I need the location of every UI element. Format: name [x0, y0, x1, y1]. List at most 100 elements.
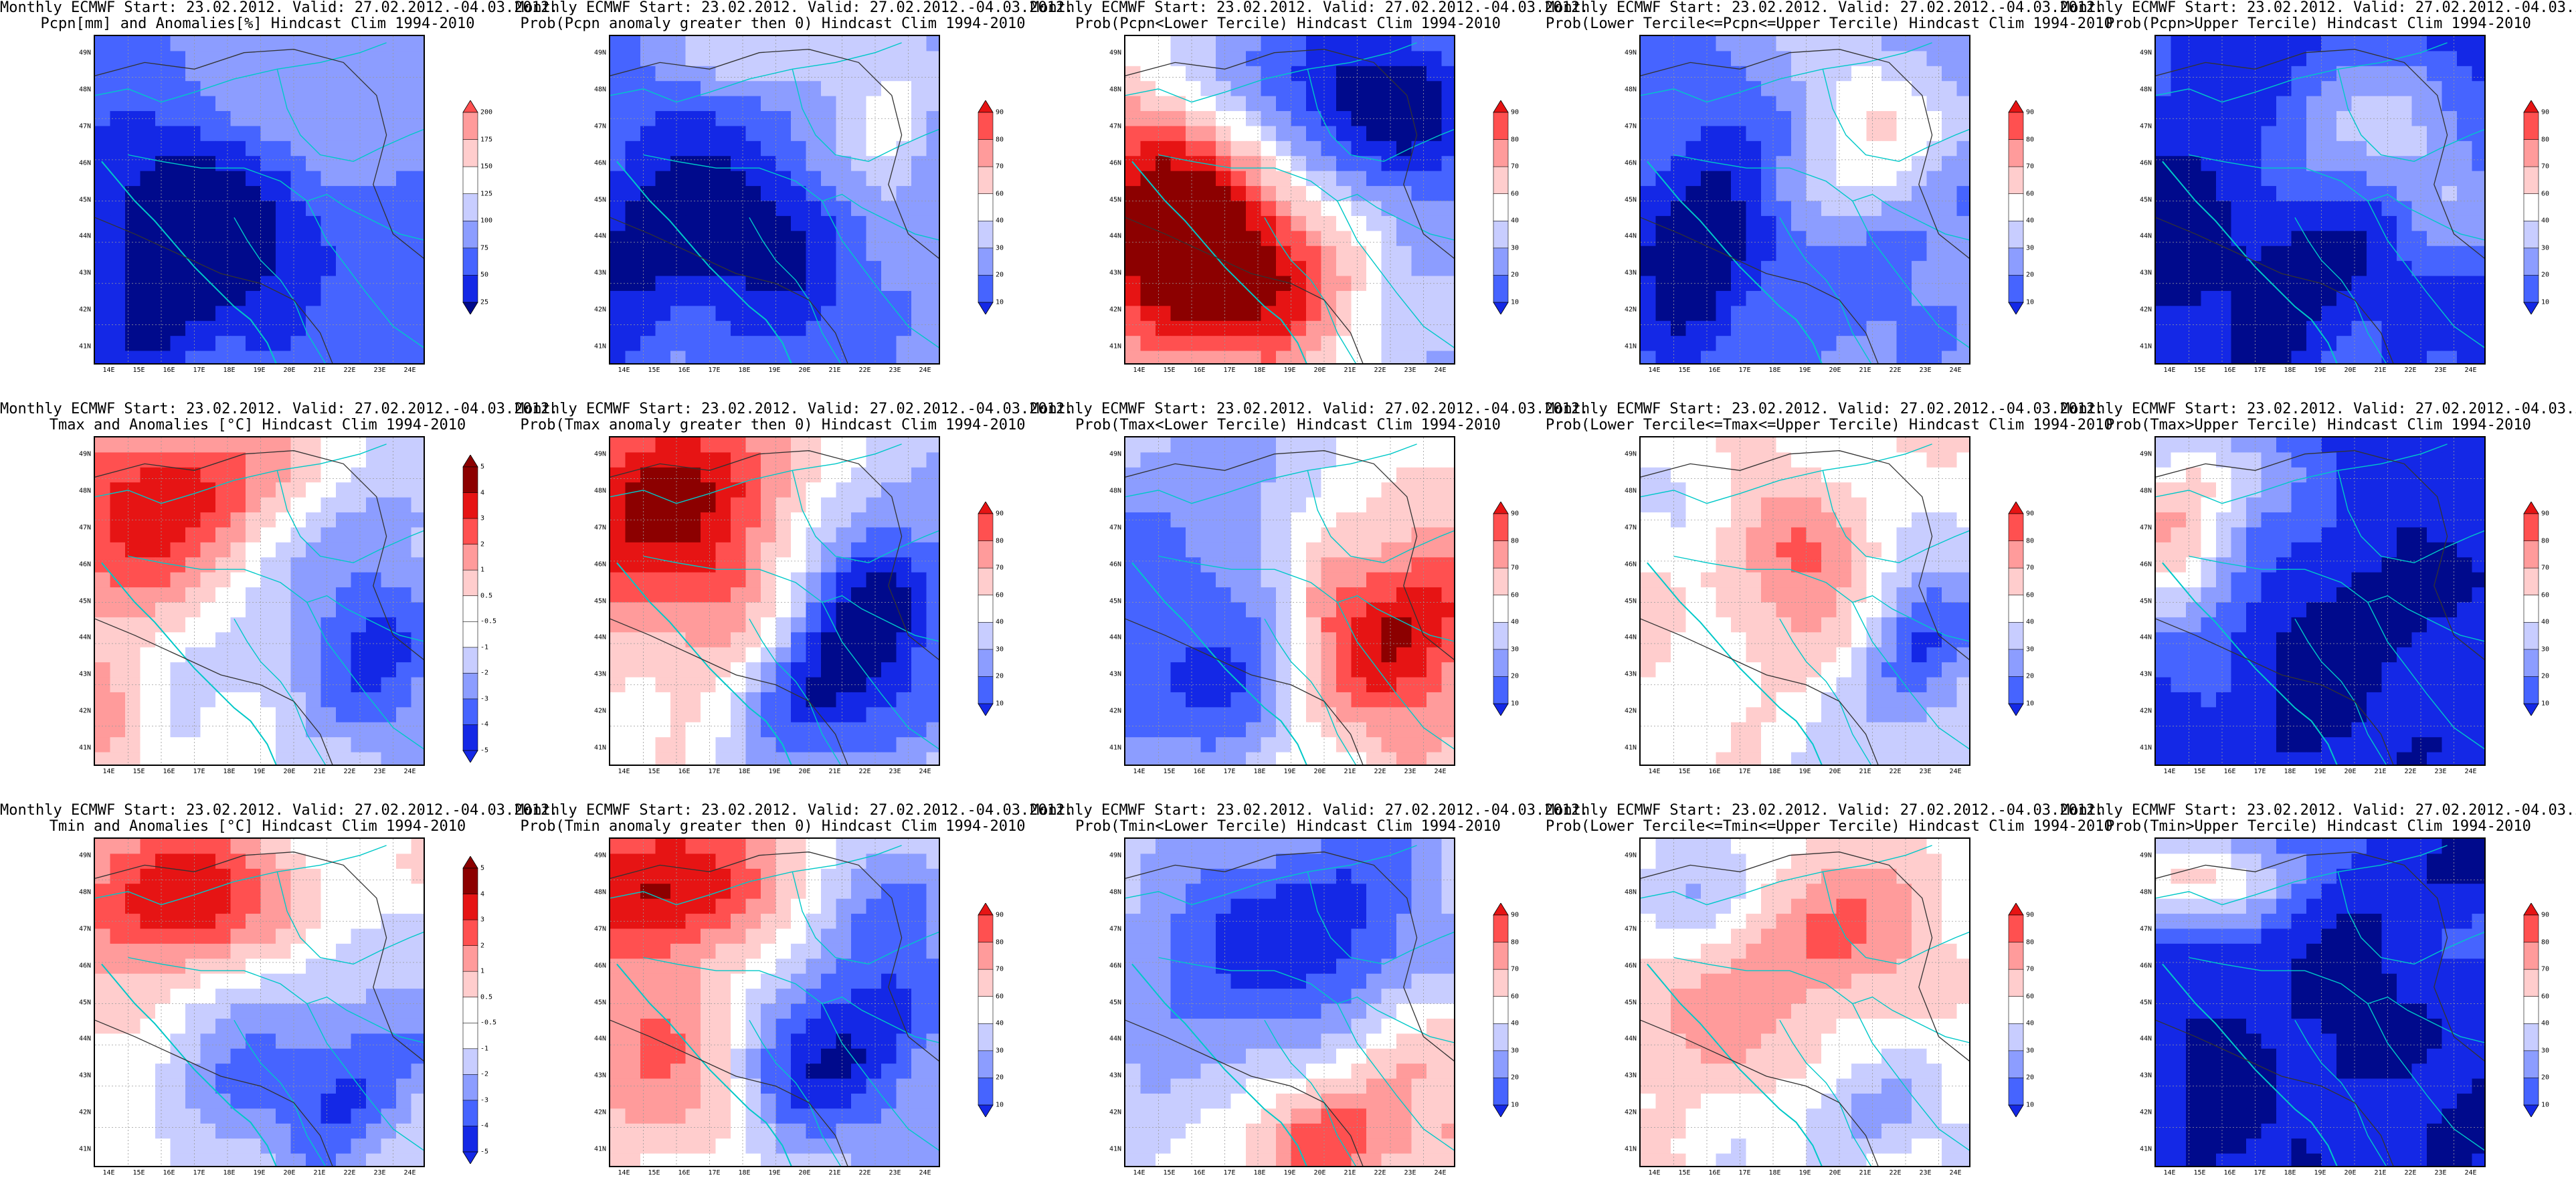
field-cell [1881, 542, 1898, 558]
field-cell [836, 437, 852, 454]
longitude-tick-label: 18E [2284, 367, 2296, 374]
field-cell [2231, 290, 2247, 306]
field-cell [230, 51, 246, 67]
field-cell [2427, 51, 2443, 67]
field-cell [336, 707, 352, 723]
field-cell [1731, 126, 1747, 142]
field-cell [290, 437, 306, 454]
field-cell [2367, 290, 2383, 306]
field-cell [1926, 677, 1942, 693]
field-cell [1912, 542, 1928, 558]
field-cell [1912, 707, 1928, 723]
longitude-tick-label: 18E [1253, 768, 1266, 775]
field-cell [2442, 96, 2458, 112]
field-cell [320, 677, 337, 693]
field-cell [640, 261, 656, 277]
field-cell [1821, 81, 1837, 97]
field-cell [761, 215, 777, 231]
field-cell [1701, 542, 1717, 558]
field-cell [411, 482, 424, 498]
field-cell [306, 306, 322, 322]
field-cell [821, 467, 837, 483]
field-cell [1881, 140, 1898, 157]
field-cell [1926, 722, 1942, 738]
field-cell [806, 156, 822, 172]
field-cell [670, 467, 686, 483]
field-cell [1411, 662, 1427, 678]
field-cell [1411, 350, 1427, 363]
longitude-tick-label: 17E [1223, 768, 1236, 775]
field-cell [110, 752, 126, 765]
field-cell [1896, 66, 1912, 82]
field-cell [1186, 126, 1202, 142]
field-cell [1851, 201, 1867, 217]
colorbar-bin [462, 193, 478, 221]
field-cell [1671, 96, 1687, 112]
field-cell [1836, 201, 1852, 217]
field-cell [791, 692, 807, 708]
field-cell [1685, 290, 1701, 306]
field-cell [1216, 737, 1232, 753]
field-cell [1306, 290, 1322, 306]
longitude-tick-label: 14E [102, 768, 115, 775]
field-cell [1411, 467, 1427, 483]
field-cell [1671, 140, 1687, 157]
field-cell [1170, 171, 1186, 187]
country-border [792, 470, 939, 564]
field-cell [2427, 231, 2443, 247]
field-cell [2321, 140, 2337, 157]
field-cell [2216, 126, 2232, 142]
field-cell [351, 336, 367, 352]
field-cell [610, 215, 626, 231]
field-cell [260, 722, 276, 738]
field-cell [260, 290, 276, 306]
field-cell [2427, 171, 2443, 187]
colorbar-bin [978, 540, 994, 569]
field-cell [1821, 707, 1837, 723]
field-cell [2381, 156, 2397, 172]
field-cell [1866, 81, 1882, 97]
field-cell [246, 587, 262, 603]
field-cell [396, 126, 412, 142]
field-cell [610, 497, 626, 513]
field-cell [685, 452, 701, 468]
field-cell [320, 572, 337, 588]
field-cell [276, 707, 292, 723]
field-cell [761, 66, 777, 82]
colorbar-tick-label: 30 [996, 645, 1004, 654]
field-cell [2351, 215, 2367, 231]
field-cell [1956, 290, 1969, 306]
field-cell [1912, 602, 1928, 618]
field-cell [1156, 306, 1172, 322]
panel-title-variable: Prob(Pcpn<Lower Tercile) Hindcast Clim 1… [1075, 15, 1501, 32]
longitude-axis: 14E 15E 16E 17E 18E 19E 20E 21E 22E 23E 24E [1639, 367, 1970, 380]
field-cell [2472, 261, 2484, 277]
field-cell [1776, 722, 1792, 738]
field-cell [2442, 245, 2458, 262]
field-cell [1306, 542, 1322, 558]
field-cell [230, 320, 246, 336]
field-cell [1246, 350, 1262, 363]
field-cell [851, 617, 867, 633]
field-cell [185, 452, 201, 468]
field-cell [926, 36, 939, 52]
field-cell [775, 482, 792, 498]
field-cell [246, 140, 262, 157]
field-cell [2171, 306, 2187, 322]
field-cell [2171, 111, 2187, 127]
field-cell [911, 632, 927, 648]
field-cell [2336, 81, 2353, 97]
field-cell [655, 51, 671, 67]
field-cell [230, 306, 246, 322]
field-cell [185, 467, 201, 483]
field-cell [336, 126, 352, 142]
field-cell [155, 306, 171, 322]
field-cell [715, 66, 731, 82]
field-cell [1942, 186, 1958, 202]
field-cell [1200, 336, 1216, 352]
field-cell [260, 36, 276, 52]
field-cell [2291, 201, 2307, 217]
map-plot-area [2154, 35, 2486, 365]
field-cell [866, 96, 882, 112]
field-cell [655, 752, 671, 765]
